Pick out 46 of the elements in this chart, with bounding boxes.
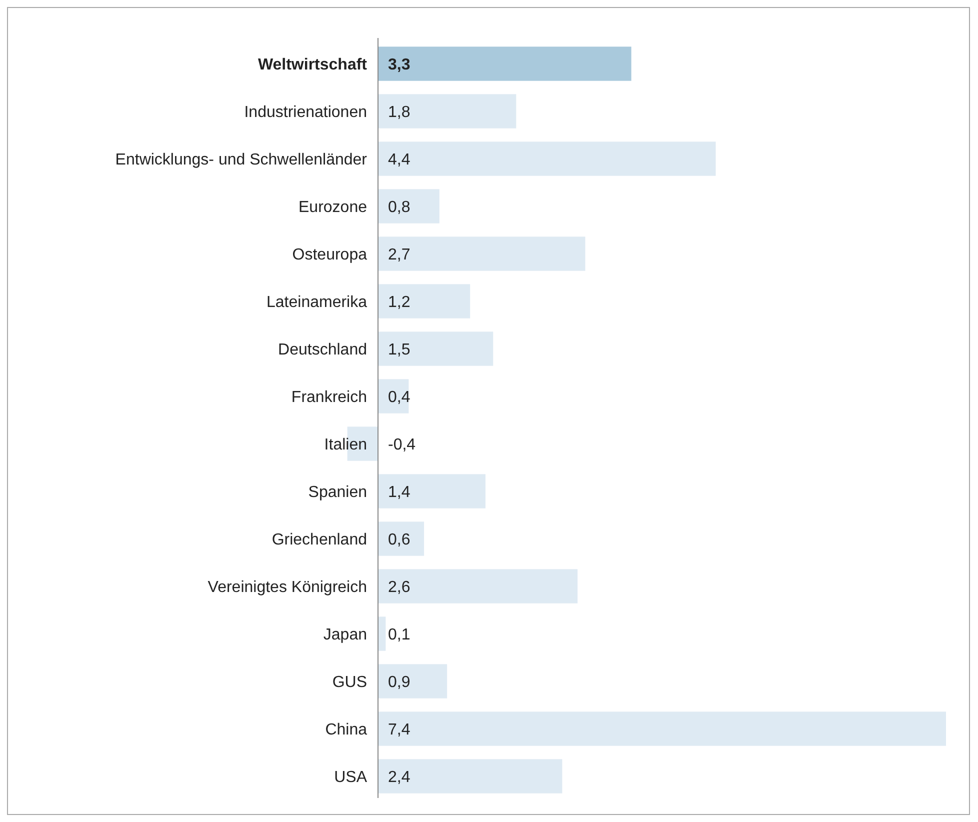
data-label: -0,4	[388, 436, 416, 454]
y-tick-label: GUS	[332, 674, 367, 691]
bar	[378, 46, 632, 81]
y-tick-label: USA	[334, 768, 368, 786]
bar	[378, 474, 486, 508]
bar	[378, 712, 946, 746]
bar	[378, 284, 470, 318]
y-tick-label: Japan	[323, 626, 367, 644]
data-label: 0,8	[388, 198, 410, 216]
bar	[378, 189, 440, 224]
y-tick-label: Frankreich	[291, 388, 367, 406]
bar	[378, 569, 578, 604]
y-tick-label: Eurozone	[298, 198, 368, 216]
bar	[378, 664, 448, 698]
y-tick-label: Griechenland	[272, 531, 367, 548]
bar	[378, 94, 516, 128]
data-label: 2,4	[388, 768, 410, 786]
bar	[378, 142, 716, 176]
data-label: 4,4	[388, 151, 410, 168]
data-label: 2,6	[388, 578, 410, 596]
data-label: 3,3	[388, 56, 410, 74]
data-label: 1,8	[388, 104, 410, 121]
data-label: 0,1	[388, 626, 410, 644]
y-tick-label: Osteuropa	[292, 246, 368, 264]
y-tick-label: Spanien	[308, 484, 367, 501]
bar	[378, 759, 562, 794]
y-tick-label: Industrienationen	[244, 104, 367, 121]
y-tick-label: Weltwirtschaft	[258, 56, 368, 74]
data-label: 7,4	[388, 721, 410, 738]
y-tick-label: Entwicklungs- und Schwellenländer	[115, 151, 368, 168]
bar	[378, 616, 386, 651]
bar	[378, 522, 424, 556]
y-tick-label: Lateinamerika	[266, 294, 368, 311]
data-label: 0,4	[388, 388, 410, 406]
y-tick-label: Vereinigtes Königreich	[208, 578, 367, 596]
y-tick-label: China	[325, 721, 368, 738]
data-label: 2,7	[388, 246, 410, 264]
bar	[378, 236, 586, 271]
bar	[378, 332, 494, 366]
data-label: 1,2	[388, 294, 410, 311]
data-label: 0,9	[388, 674, 410, 691]
y-tick-label: Italien	[324, 436, 367, 454]
data-label: 1,5	[388, 341, 410, 358]
y-tick-label: Deutschland	[278, 341, 367, 358]
data-label: 0,6	[388, 531, 410, 548]
data-label: 1,4	[388, 484, 410, 501]
